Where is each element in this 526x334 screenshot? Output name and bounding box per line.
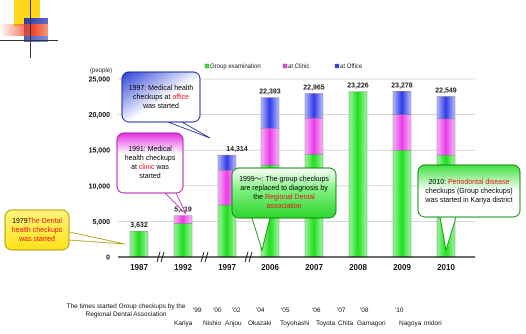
footer-year: '05 xyxy=(281,307,290,314)
total-label-1997: 14,314 xyxy=(226,146,248,153)
footer-year: '06 xyxy=(312,307,321,314)
footer-year: '07 xyxy=(337,307,346,314)
callout-text-c1979: 1979The Dental health checkups was start… xyxy=(11,217,63,243)
legend-label: at Clinic xyxy=(288,64,309,70)
footer-place: Kariya xyxy=(174,320,193,327)
footer-place: Toyota xyxy=(316,320,336,327)
y-tick-label: 10,000 xyxy=(89,183,111,190)
x-tick-label-2006: 2006 xyxy=(261,263,279,272)
footer-year: '99 xyxy=(193,307,202,314)
footer-place: Toyohashi xyxy=(280,320,310,327)
y-tick-label: 0 xyxy=(106,255,110,262)
y-tick-label: 20,000 xyxy=(89,112,111,119)
y-tick-label: 5,000 xyxy=(92,219,110,226)
bar-at-clinic-2006 xyxy=(260,127,280,166)
bar-at-clinic-2009 xyxy=(392,114,412,151)
x-tick-label-1997: 1997 xyxy=(218,263,236,272)
callout-tail xyxy=(68,231,126,245)
bar-group-examination-2008 xyxy=(348,91,368,258)
x-tick-label-2008: 2008 xyxy=(349,263,367,272)
legend-swatch xyxy=(282,63,288,69)
axis-break xyxy=(244,251,253,263)
footer-year: '10 xyxy=(395,307,404,314)
bar-at-clinic-2007 xyxy=(304,117,324,155)
bar-at-office-2006 xyxy=(260,97,280,129)
callout-text-c1991: 1991: Medical health checkups at clinic … xyxy=(124,146,176,180)
y-tick-labels: 0 5,000 10,000 15,000 20,000 25,000 xyxy=(89,77,111,262)
bar-at-clinic-1992 xyxy=(173,215,193,224)
decor-stripe-red xyxy=(0,24,48,36)
legend-label: at Office xyxy=(340,64,363,70)
callout-text-c1997: 1997: Medical health checkups at office … xyxy=(128,84,194,110)
footer-place: Nishio xyxy=(203,320,222,327)
footer-place: Nagoya xyxy=(399,320,422,327)
callout-text-c2010: 2010: Periodontal disease checkups (Grou… xyxy=(425,178,513,204)
corner-decoration xyxy=(0,0,60,60)
axis-break-marks xyxy=(156,251,253,263)
bar-at-office-2007 xyxy=(304,93,324,119)
decor-line-vertical xyxy=(30,0,31,58)
bar-at-office-1997 xyxy=(217,154,237,171)
footer-place: Chita xyxy=(338,320,354,327)
total-label-2006: 22,393 xyxy=(259,89,281,96)
footer-place: midori xyxy=(424,320,442,327)
x-tick-label-2010: 2010 xyxy=(437,263,455,272)
y-axis-label: (people) xyxy=(90,68,112,74)
legend: Group examination at Clinic at Office xyxy=(204,63,363,70)
x-tick-label-2009: 2009 xyxy=(393,263,411,272)
legend-swatch xyxy=(204,63,210,69)
footer-year: '00 xyxy=(213,307,222,314)
callout-box-c1991 xyxy=(116,132,184,194)
x-tick-label-1992: 1992 xyxy=(174,263,192,272)
footer-year: '08 xyxy=(360,307,369,314)
footer-caption: The times started Group checkups by the … xyxy=(66,303,186,318)
callout-box-c1979 xyxy=(4,209,70,251)
callout-box-c1997 xyxy=(121,71,201,123)
bar-group-examination-1992 xyxy=(173,223,193,258)
total-label-2009: 23,278 xyxy=(391,82,413,89)
bar-at-office-2009 xyxy=(392,91,412,115)
bar-group-examination-2009 xyxy=(392,149,412,258)
bar-group-examination-1987 xyxy=(129,230,149,258)
axis-break xyxy=(156,251,165,263)
decor-line-horizontal xyxy=(0,40,58,41)
footer-year: '04 xyxy=(256,307,265,314)
footer-place: Gamagori xyxy=(357,320,386,327)
legend-label: Group examination xyxy=(210,64,261,70)
bar-at-office-2010 xyxy=(436,96,456,120)
y-tick-label: 15,000 xyxy=(89,148,111,155)
bar-at-clinic-2010 xyxy=(436,118,456,156)
footer-place: Okazaki xyxy=(248,320,272,327)
callout-box-c2010 xyxy=(417,164,521,218)
callout-text-c1999: 1999～: The group checkups are replaced t… xyxy=(239,176,329,210)
total-label-2008: 23,226 xyxy=(347,83,369,90)
legend-swatch xyxy=(334,63,340,69)
axis-break xyxy=(200,251,209,263)
callout-shapes xyxy=(4,71,521,252)
x-tick-label-2007: 2007 xyxy=(305,263,323,272)
footer-place: Anjou xyxy=(225,320,242,327)
total-label-2007: 22,965 xyxy=(303,84,325,91)
y-tick-label: 25,000 xyxy=(89,77,111,84)
x-tick-labels: 1987 1992 1997 2006 2007 2008 2009 2010 xyxy=(130,263,455,272)
total-label-2010: 22,549 xyxy=(435,87,457,94)
footer-year: '02 xyxy=(232,307,241,314)
callout-box-c1999 xyxy=(231,167,337,219)
x-tick-label-1987: 1987 xyxy=(130,263,148,272)
total-label-1987: 3,632 xyxy=(130,222,148,229)
